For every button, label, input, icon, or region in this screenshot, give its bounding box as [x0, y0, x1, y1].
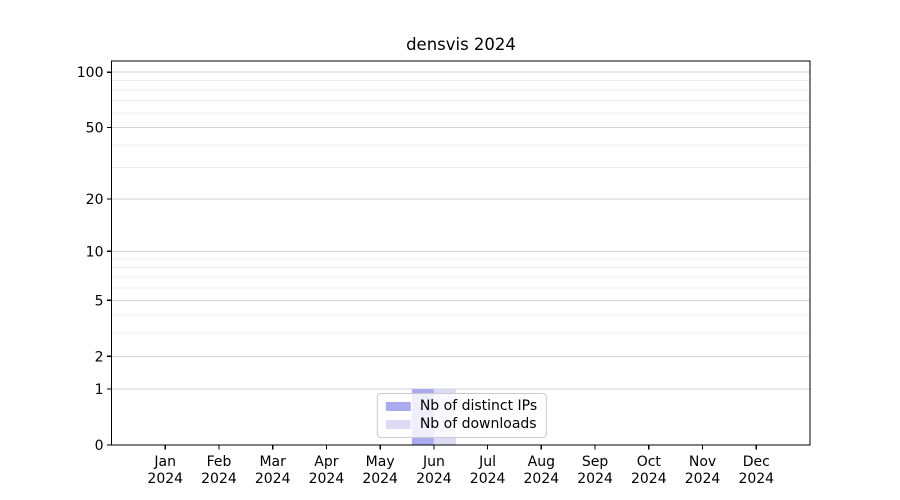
x-tick-label-year: 2024: [631, 471, 667, 487]
x-tick-label-month: Jan: [153, 454, 176, 470]
x-tick-label-month: Mar: [259, 454, 286, 470]
y-tick-label: 20: [86, 192, 104, 208]
x-tick-label-year: 2024: [470, 471, 506, 487]
y-tick-label: 50: [86, 120, 104, 136]
legend-entry-distinct-ips: Nb of distinct IPs: [385, 398, 538, 414]
x-tick-label-year: 2024: [201, 471, 237, 487]
y-tick-label: 1: [95, 382, 104, 398]
x-tick-label-year: 2024: [738, 471, 774, 487]
x-tick-label-month: Jul: [478, 454, 496, 470]
legend: Nb of distinct IPs Nb of downloads: [376, 393, 548, 438]
legend-label-distinct-ips: Nb of distinct IPs: [419, 398, 538, 414]
x-tick-label-year: 2024: [362, 471, 398, 487]
x-tick-label-year: 2024: [147, 471, 183, 487]
x-tick-label-year: 2024: [577, 471, 613, 487]
x-tick-label-year: 2024: [416, 471, 452, 487]
x-tick-label-year: 2024: [524, 471, 560, 487]
x-tick-label-year: 2024: [309, 471, 345, 487]
x-tick-label-month: Jun: [422, 454, 445, 470]
legend-swatch-downloads: [385, 420, 411, 429]
y-tick-label: 100: [77, 65, 104, 81]
plot-border: [110, 60, 811, 446]
x-tick-label-month: Nov: [689, 454, 716, 470]
legend-entry-downloads: Nb of downloads: [385, 416, 537, 432]
y-tick-label: 0: [95, 438, 104, 454]
legend-label-downloads: Nb of downloads: [419, 416, 537, 432]
y-tick-label: 5: [95, 293, 104, 309]
y-tick-label: 10: [86, 244, 104, 260]
x-tick-label-month: Apr: [314, 454, 338, 470]
x-tick-label-year: 2024: [255, 471, 291, 487]
x-tick-label-month: Oct: [637, 454, 662, 470]
x-tick-label-month: Aug: [528, 454, 555, 470]
x-tick-label-month: Dec: [743, 454, 770, 470]
x-tick-label-month: May: [366, 454, 395, 470]
x-tick-label-month: Sep: [582, 454, 609, 470]
chart-title: densvis 2024: [406, 35, 516, 54]
x-tick-label-month: Feb: [207, 454, 232, 470]
y-tick-label: 2: [95, 349, 104, 365]
legend-swatch-distinct-ips: [385, 402, 411, 411]
x-tick-label-year: 2024: [685, 471, 721, 487]
